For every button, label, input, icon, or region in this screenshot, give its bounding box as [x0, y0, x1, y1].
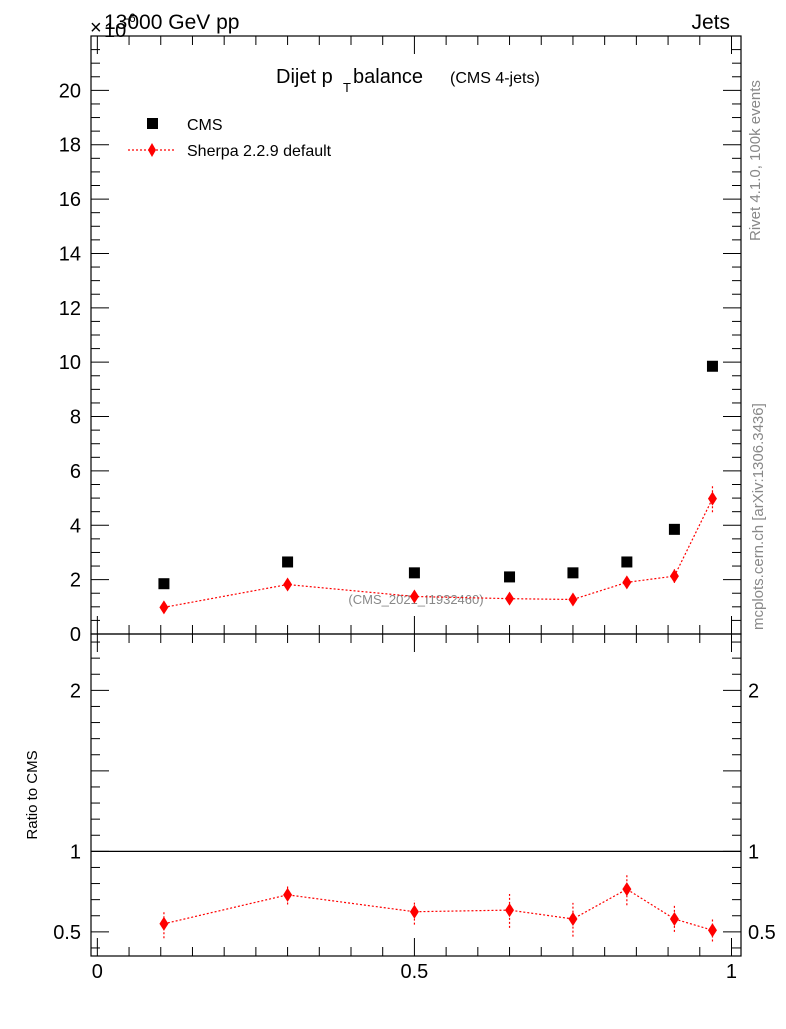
mcplots-label: mcplots.cern.ch [arXiv:1306.3436] [750, 403, 767, 630]
ratio-sherpa-point [622, 882, 632, 897]
exponent-power: -6 [125, 11, 136, 25]
y-tick-label: 18 [59, 135, 81, 157]
x-tick-label: 0.5 [401, 961, 429, 983]
legend-cms-marker [147, 118, 158, 129]
legend: CMS Sherpa 2.2.9 default [128, 117, 332, 160]
ratio-frame [90, 633, 742, 957]
y-tick-label: 10 [59, 352, 81, 374]
y-tick-label: 2 [70, 570, 81, 592]
ratio-sherpa-point [568, 911, 578, 926]
exponent-base: 10 [104, 20, 126, 42]
y-tick-label: 14 [59, 243, 81, 265]
cms-point [504, 571, 516, 583]
exponent-times: × [90, 17, 102, 39]
legend-sherpa-label: Sherpa 2.2.9 default [187, 143, 332, 160]
ratio-y-tick-label: 1 [70, 841, 81, 863]
title-main: Dijet p [276, 66, 333, 88]
sherpa-point [505, 591, 515, 606]
ratio-y-tick-label-right: 1 [748, 841, 759, 863]
ratio-y-tick-label: 2 [70, 680, 81, 702]
ratio-y-tick-label-right: 0.5 [748, 922, 776, 944]
title-subscript: T [343, 80, 351, 95]
x-tick-label: 0 [92, 961, 103, 983]
ratio-sherpa-point [159, 916, 169, 931]
y-tick-label: 6 [70, 461, 81, 483]
data-marks [158, 360, 718, 942]
ratio-sherpa-point [283, 887, 293, 902]
title-small: (CMS 4-jets) [450, 70, 540, 87]
rivet-label: Rivet 4.1.0, 100k events [747, 80, 764, 241]
y-tick-label: 20 [59, 80, 81, 102]
y-tick-label: 16 [59, 189, 81, 211]
header-left: 13000 GeV pp [104, 11, 239, 34]
title-rest: balance [353, 66, 423, 88]
x-tick-label: 1 [726, 961, 737, 983]
ratio-sherpa-point [707, 923, 717, 938]
sherpa-point [159, 600, 169, 615]
cms-point [706, 360, 718, 372]
cms-point [621, 556, 633, 568]
sherpa-point [707, 491, 717, 506]
y-tick-label: 4 [70, 515, 81, 537]
ratio-sherpa-point [505, 903, 515, 918]
y-tick-label: 0 [70, 624, 81, 646]
legend-sherpa-marker [148, 143, 156, 157]
y-tick-label: 12 [59, 298, 81, 320]
ratio-y-tick-label: 0.5 [53, 922, 81, 944]
header-right: Jets [691, 11, 730, 34]
legend-cms-label: CMS [187, 117, 223, 134]
cms-point [567, 567, 579, 579]
sherpa-point [568, 592, 578, 607]
ratio-ylabel: Ratio to CMS [24, 750, 41, 839]
ratio-y-tick-label-right: 2 [748, 680, 759, 702]
cms-point [408, 567, 420, 579]
sherpa-point [283, 577, 293, 592]
sherpa-point [622, 575, 632, 590]
y-tick-label: 8 [70, 407, 81, 429]
ratio-sherpa-point [409, 904, 419, 919]
cms-point [282, 556, 294, 568]
ratio-sherpa-line [163, 888, 713, 931]
sherpa-line [163, 498, 714, 608]
sherpa-point [409, 589, 419, 604]
cms-point [668, 523, 680, 535]
plot-title: Dijet p T balance (CMS 4-jets) [276, 66, 540, 95]
ratio-sherpa-point [669, 911, 679, 926]
sherpa-point [669, 569, 679, 584]
cms-point [158, 578, 170, 590]
